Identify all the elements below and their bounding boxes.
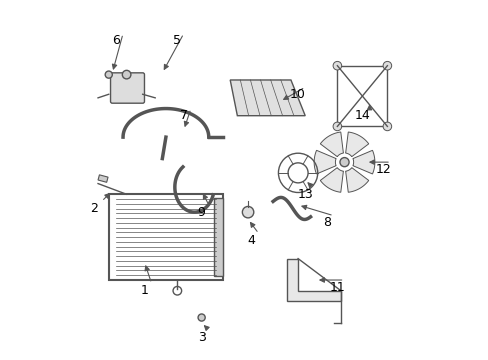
Text: 4: 4 <box>247 234 255 247</box>
Text: 5: 5 <box>172 34 180 47</box>
Polygon shape <box>345 168 368 192</box>
Circle shape <box>382 62 391 70</box>
Polygon shape <box>230 80 305 116</box>
Text: 10: 10 <box>289 88 305 101</box>
Circle shape <box>105 71 112 78</box>
Bar <box>214 198 223 276</box>
Circle shape <box>198 314 205 321</box>
Circle shape <box>242 206 253 218</box>
Bar <box>108 194 223 280</box>
Polygon shape <box>320 168 343 192</box>
Text: 7: 7 <box>180 109 187 122</box>
Text: 11: 11 <box>329 281 345 294</box>
Text: 2: 2 <box>90 202 98 215</box>
Text: 14: 14 <box>354 109 369 122</box>
Polygon shape <box>352 150 374 174</box>
Circle shape <box>332 122 341 131</box>
Text: 8: 8 <box>322 216 330 229</box>
Circle shape <box>332 62 341 70</box>
Circle shape <box>382 122 391 131</box>
Circle shape <box>122 70 131 79</box>
Text: 3: 3 <box>197 331 205 344</box>
Polygon shape <box>345 132 368 157</box>
Text: 12: 12 <box>375 163 391 176</box>
Bar <box>98 175 108 182</box>
Text: 6: 6 <box>112 34 120 47</box>
Polygon shape <box>287 258 340 301</box>
Polygon shape <box>320 132 343 157</box>
Text: 1: 1 <box>140 284 148 297</box>
Polygon shape <box>313 150 335 174</box>
Text: 9: 9 <box>197 206 205 219</box>
FancyBboxPatch shape <box>110 73 144 103</box>
Text: 13: 13 <box>297 188 312 201</box>
Bar <box>337 66 386 126</box>
Circle shape <box>339 158 348 167</box>
